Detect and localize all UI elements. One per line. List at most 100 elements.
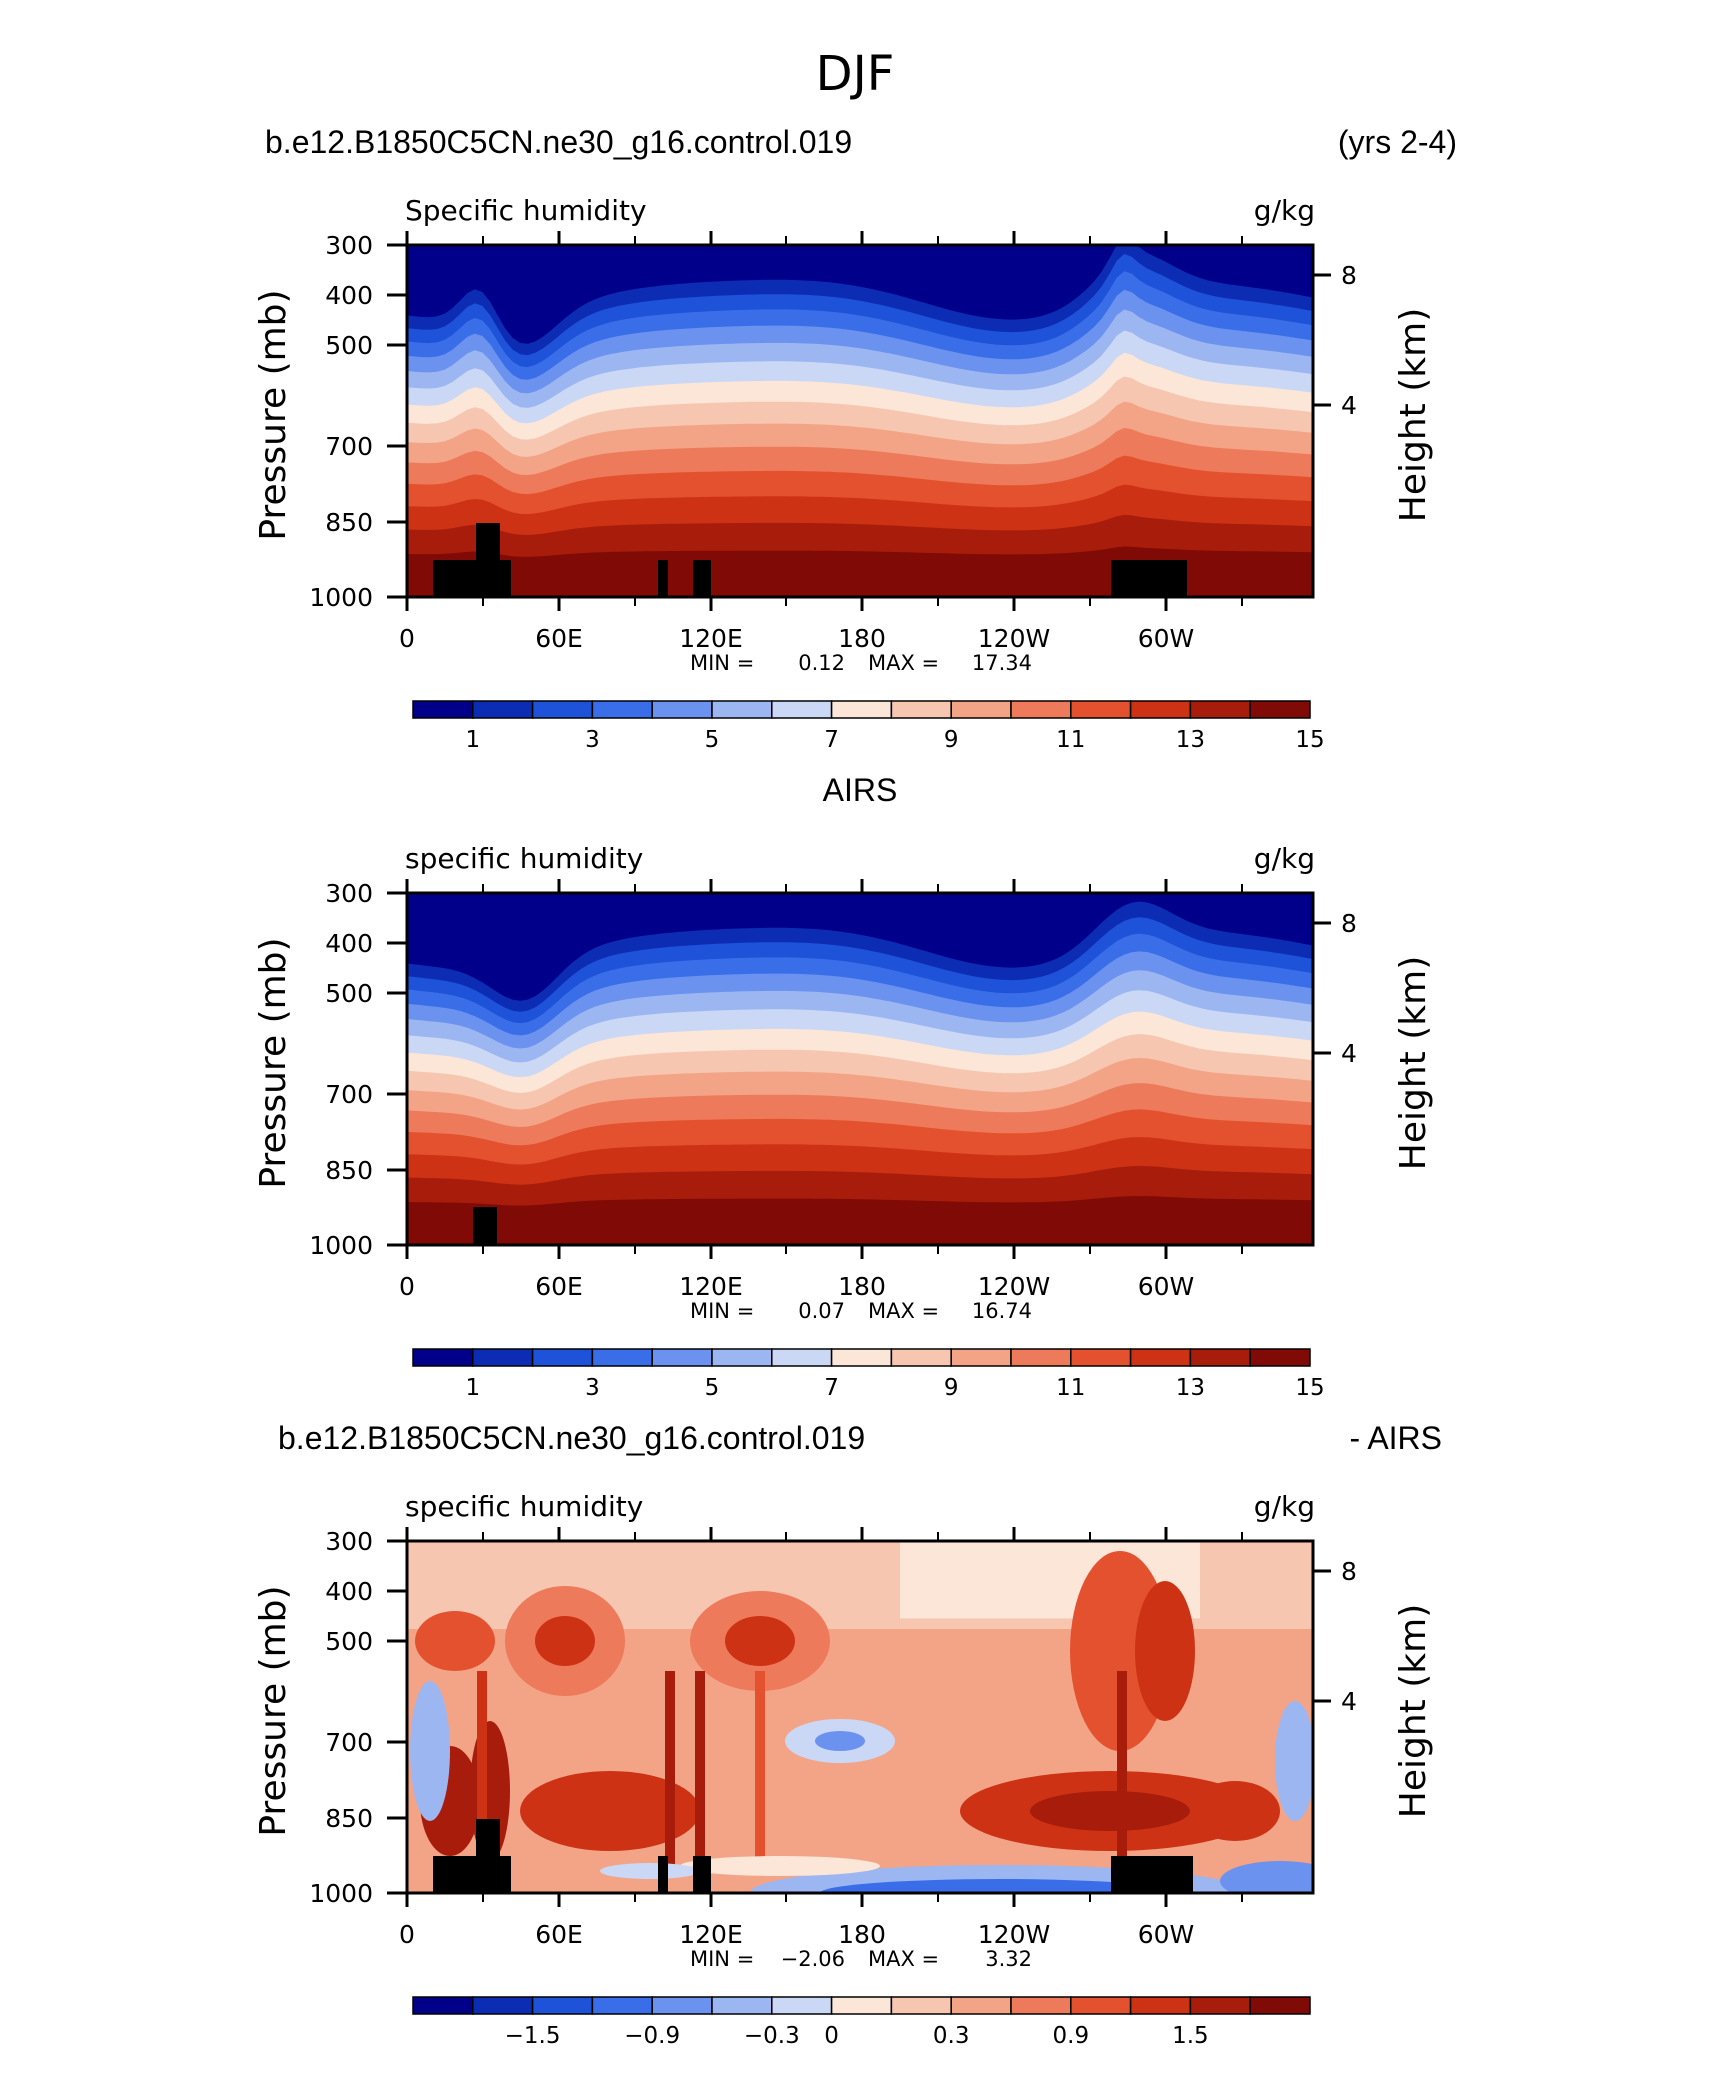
colorbar-label: −0.9 — [624, 2023, 680, 2049]
y-tick-label: 700 — [325, 432, 373, 461]
colorbar-swatch — [1249, 1348, 1311, 1367]
colorbar-swatch — [830, 700, 893, 719]
colorbar-swatch — [1129, 1348, 1192, 1367]
y-tick-label-right: 4 — [1341, 1687, 1357, 1716]
panel-title: b.e12.B1850C5CN.ne30_g16.control.019 — [278, 1420, 865, 1456]
y-tick-label: 500 — [325, 979, 373, 1008]
colorbar-swatch — [1010, 1348, 1072, 1367]
y-tick-label-right: 8 — [1341, 261, 1357, 290]
colorbar-swatch — [1010, 700, 1072, 719]
terrain-mask — [476, 1819, 500, 1859]
colorbar-label: 15 — [1295, 1375, 1324, 1401]
y-axis-label-right: Height (km) — [1393, 1604, 1434, 1818]
colorbar-swatch — [711, 1996, 773, 2015]
contour-band — [1117, 1671, 1127, 1873]
y-tick-label: 500 — [325, 331, 373, 360]
colorbar-label: 13 — [1176, 727, 1205, 753]
colorbar-swatch — [1189, 1996, 1251, 2015]
colorbar-swatch — [890, 1348, 952, 1367]
y-tick-label: 700 — [325, 1080, 373, 1109]
colorbar-swatch — [591, 1348, 653, 1367]
colorbar-swatch — [1249, 1996, 1311, 2015]
x-tick-label: 0 — [399, 624, 415, 653]
colorbar-label: 9 — [944, 727, 959, 753]
colorbar-label: 9 — [944, 1375, 959, 1401]
contour-band — [1135, 1581, 1195, 1721]
colorbar-swatch — [472, 1996, 534, 2015]
colorbar-label: 1.5 — [1172, 2023, 1209, 2049]
colorbar: −1.5 −0.9 −0.3 0 0.3 0.9 1.5 — [412, 1996, 1311, 2049]
colorbar-swatch — [711, 700, 773, 719]
colorbar-label: 15 — [1295, 727, 1324, 753]
min-value: 0.12 — [798, 651, 845, 675]
chart-panel: b.e12.B1850C5CN.ne30_g16.control.019 (yrs… — [253, 124, 1457, 753]
panel-subtitle: specific humidity — [405, 842, 643, 875]
y-tick-label: 850 — [325, 1804, 373, 1833]
y-tick-label: 500 — [325, 1627, 373, 1656]
colorbar-swatch — [1189, 700, 1251, 719]
y-axis-label-right: Height (km) — [1393, 956, 1434, 1170]
colorbar-swatch — [412, 1996, 474, 2015]
terrain-mask — [1111, 1856, 1193, 1893]
panel-subtitle: specific humidity — [405, 1490, 643, 1523]
x-tick-label: 120W — [978, 624, 1050, 653]
y-tick-label: 300 — [325, 231, 373, 260]
min-label: MIN = — [690, 651, 754, 675]
colorbar-swatch — [890, 700, 952, 719]
contour-band — [1275, 1701, 1313, 1821]
colorbar-swatch — [830, 1348, 893, 1367]
colorbar-swatch — [1070, 1996, 1132, 2015]
colorbar-swatch — [591, 1996, 653, 2015]
x-tick-label: 60W — [1138, 1272, 1195, 1301]
x-tick-label: 120W — [978, 1272, 1050, 1301]
y-tick-label-right: 8 — [1341, 909, 1357, 938]
contour-band — [407, 546, 1313, 597]
colorbar-label: 0 — [824, 2023, 839, 2049]
y-axis-label: Pressure (mb) — [253, 1585, 294, 1836]
colorbar-swatch — [711, 1348, 773, 1367]
colorbar-label: 5 — [705, 727, 720, 753]
y-tick-label: 850 — [325, 508, 373, 537]
plot-frame — [405, 243, 1315, 599]
colorbar-swatch — [651, 700, 713, 719]
terrain-mask — [658, 560, 668, 597]
colorbar-label: 11 — [1056, 1375, 1085, 1401]
y-axis-label: Pressure (mb) — [253, 937, 294, 1188]
contour-band — [695, 1671, 705, 1873]
contour-band — [1220, 1861, 1313, 1893]
colorbar-swatch — [531, 700, 594, 719]
panel-title-right: (yrs 2-4) — [1338, 124, 1457, 160]
units-label: g/kg — [1254, 842, 1315, 875]
colorbar-swatch — [412, 1348, 474, 1367]
y-tick-label-right: 4 — [1341, 1039, 1357, 1068]
units-label: g/kg — [1254, 1490, 1315, 1523]
colorbar-swatch — [651, 1348, 713, 1367]
plot-frame — [405, 1539, 1315, 1895]
colorbar-swatch — [1129, 1996, 1192, 2015]
x-tick-label: 120E — [679, 624, 743, 653]
x-tick-label: 0 — [399, 1272, 415, 1301]
terrain-mask — [433, 1856, 511, 1893]
colorbar-label: 1 — [465, 727, 480, 753]
colorbar-label: 1 — [465, 1375, 480, 1401]
contour-field — [407, 1541, 1313, 1893]
terrain-mask — [693, 560, 711, 597]
colorbar-swatch — [1129, 700, 1192, 719]
max-label: MAX = — [868, 1299, 939, 1323]
x-tick-label: 60W — [1138, 1920, 1195, 1949]
colorbar-label: 7 — [824, 1375, 839, 1401]
colorbar-swatch — [771, 700, 833, 719]
y-tick-label: 1000 — [309, 1231, 373, 1260]
min-value: −2.06 — [781, 1947, 845, 1971]
y-tick-label: 300 — [325, 879, 373, 908]
max-value: 16.74 — [972, 1299, 1032, 1323]
terrain-mask — [476, 523, 500, 563]
colorbar-label: 11 — [1056, 727, 1085, 753]
contour-band — [815, 1731, 865, 1751]
x-tick-label: 60E — [535, 1272, 583, 1301]
colorbar-label: 7 — [824, 727, 839, 753]
y-tick-label: 400 — [325, 281, 373, 310]
contour-band — [755, 1671, 765, 1873]
colorbar-swatch — [1070, 1348, 1132, 1367]
